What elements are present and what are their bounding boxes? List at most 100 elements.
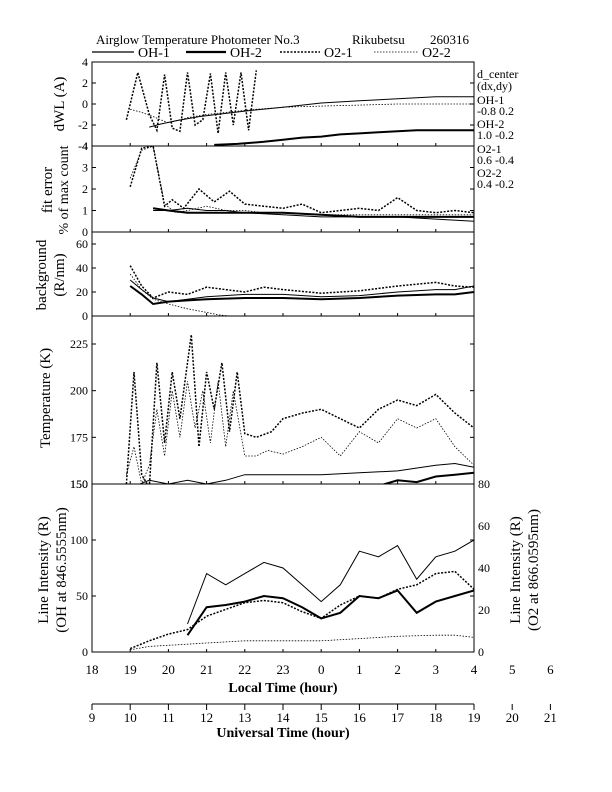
ytick-label-fit-2: 2 [82, 182, 88, 196]
ytick-label-int-0: 0 [82, 645, 88, 659]
series-int-oh2 [186, 589, 474, 636]
annot-o22-label: O2-2 [477, 166, 502, 180]
xtick-label-local-12: 6 [547, 662, 554, 677]
legend: OH-1 OH-2 O2-1 O2-2 [92, 46, 451, 61]
annot-sub: (dx,dy) [477, 79, 512, 93]
xlabel-local: Local Time (hour) [228, 681, 337, 696]
xtick-label-local-2: 20 [162, 662, 175, 677]
series-dwl-o21 [125, 70, 258, 134]
legend-label-o22: O2-2 [422, 46, 451, 61]
xtick-label-local-3: 21 [200, 662, 213, 677]
chart-title: Airglow Temperature Photometer No.3 [96, 32, 300, 47]
data-series [125, 70, 474, 651]
ytick-label-temp-2: 200 [70, 384, 88, 398]
ylabel-fit-unit: % of max count [57, 145, 72, 234]
series-temp-oh2 [381, 471, 474, 484]
annot-oh1-value: -0.8 0.2 [477, 104, 514, 118]
ytick-label-int-3: 150 [70, 477, 88, 491]
xtick-label-local-11: 5 [509, 662, 516, 677]
legend-label-oh1: OH-1 [138, 46, 170, 61]
ylabel-int-unit: (OH at 846.5555nm) [54, 507, 70, 632]
xtick-label-local-10: 4 [471, 662, 478, 677]
xtick-label-local-1: 19 [124, 662, 137, 677]
xtick-label-local-0: 18 [86, 662, 99, 677]
series-int-oh1 [187, 539, 474, 625]
ytick-label-bg-3: 60 [76, 237, 88, 251]
panel-frame-bg [91, 231, 475, 317]
ytick-label-temp-0: 150 [70, 477, 88, 491]
ylabel-int: Line Intensity (R) [36, 516, 52, 623]
xtick-label-ut-12: 21 [544, 710, 557, 725]
ytick-label-dwl-2: 0 [82, 97, 88, 111]
series-bg-oh2 [129, 285, 474, 306]
annot-o21-label: O2-1 [477, 142, 502, 156]
ytick-label-fit-1: 1 [82, 204, 88, 218]
legend-label-o21: O2-1 [324, 46, 353, 61]
series-bg-o22 [129, 273, 245, 316]
ylabel-temp: Temperature (K) [38, 348, 54, 448]
ytick-label-right-int-2: 40 [478, 561, 490, 575]
series-fit-o21 [129, 146, 474, 214]
ytick-label-dwl-1: -2 [78, 118, 88, 132]
ytick-label-bg-1: 20 [76, 285, 88, 299]
series-temp-o22 [126, 381, 474, 484]
ytick-label-dwl-4: 4 [82, 55, 88, 69]
ytick-label-fit-4: 4 [82, 139, 88, 153]
ylabel-dwl: dWL (A) [52, 77, 68, 132]
series-bg-o21 [129, 265, 474, 299]
xtick-label-ut-8: 17 [391, 710, 405, 725]
series-bg-oh1 [129, 279, 474, 303]
xtick-label-local-4: 22 [238, 662, 251, 677]
annot-oh1-label: OH-1 [477, 93, 504, 107]
ytick-label-right-int-3: 60 [478, 519, 490, 533]
ylabel-bg: background [34, 239, 50, 310]
ylabel-int-right: Line Intensity (R) [508, 516, 524, 623]
ytick-label-int-1: 50 [76, 589, 88, 603]
xtick-label-ut-5: 14 [277, 710, 291, 725]
series-dwl-o22 [130, 103, 474, 124]
xtick-label-ut-2: 11 [162, 710, 175, 725]
xtick-label-local-5: 23 [277, 662, 290, 677]
series-temp-oh1 [138, 462, 474, 484]
series-fit-o22 [129, 146, 474, 216]
annot-oh2-label: OH-2 [477, 117, 504, 131]
xtick-label-local-8: 2 [394, 662, 401, 677]
ytick-label-right-int-4: 80 [478, 477, 490, 491]
station-name: Rikubetsu [352, 32, 405, 47]
ylabel-bg-unit: (R/nm) [52, 253, 68, 296]
series-fit-oh1 [153, 207, 474, 222]
ytick-label-temp-3: 225 [70, 337, 88, 351]
annot-o21-value: 0.6 -0.4 [477, 153, 514, 167]
series-fit-oh2 [152, 207, 474, 218]
ytick-label-int-2: 100 [70, 533, 88, 547]
y-axis-ticks: -4-2024012340204060150175200225050100150… [70, 55, 490, 659]
series-dwl-oh2 [214, 129, 474, 146]
ytick-label-bg-2: 40 [76, 261, 88, 275]
ylabel-fit: fit error [40, 167, 56, 213]
xtick-label-ut-0: 9 [89, 710, 96, 725]
xtick-label-ut-11: 20 [506, 710, 519, 725]
xtick-label-ut-10: 19 [468, 710, 481, 725]
xtick-label-local-7: 1 [356, 662, 363, 677]
legend-label-oh2: OH-2 [230, 46, 262, 61]
ytick-label-right-int-1: 20 [478, 603, 490, 617]
ytick-label-bg-0: 0 [82, 309, 88, 323]
ytick-label-dwl-0: -4 [78, 139, 88, 153]
x-axis-ticks: 18 19 20 21 22 23 0 1 2 3 4 5 69 10 11 12 13 14 15 16 17 18 19… [86, 143, 557, 725]
xtick-label-ut-4: 13 [238, 710, 251, 725]
ytick-label-fit-3: 3 [82, 161, 88, 175]
xtick-label-ut-6: 15 [315, 710, 328, 725]
d-center-annotation: d_center (dx,dy) OH-1 -0.8 0.2 OH-2 1.0 … [477, 67, 518, 191]
series-temp-o21 [125, 334, 474, 484]
annot-o22-value: 0.4 -0.2 [477, 177, 514, 191]
xtick-label-ut-7: 16 [353, 710, 367, 725]
xtick-label-ut-9: 18 [429, 710, 442, 725]
series-int-o22 [130, 634, 474, 651]
panel-frame-fit [91, 145, 475, 233]
ytick-label-right-int-0: 0 [478, 645, 484, 659]
xlabel-ut: Universal Time (hour) [216, 726, 350, 741]
date-code: 260316 [430, 32, 470, 47]
ytick-label-fit-0: 0 [82, 225, 88, 239]
annot-heading: d_center [477, 67, 518, 81]
